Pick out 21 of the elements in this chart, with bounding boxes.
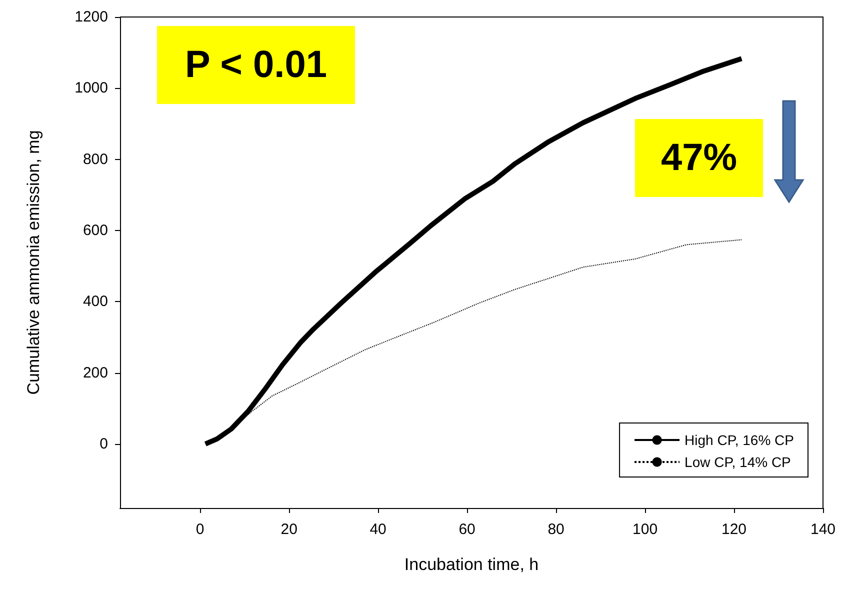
x-tick-label: 120 (721, 521, 747, 538)
y-tick-label: 200 (82, 364, 108, 382)
y-tick-label: 800 (82, 150, 108, 168)
x-tick-label: 140 (810, 521, 836, 538)
y-tick-label: 400 (82, 293, 108, 310)
x-axis-title: Incubation time, h (404, 555, 539, 574)
y-tick-label: 0 (100, 435, 108, 452)
legend-label: High CP, 16% CP (684, 432, 794, 448)
x-tick-label: 80 (548, 521, 564, 538)
y-axis-title: Cumulative ammonia emission, mg (24, 130, 43, 395)
annotation: 47% (660, 137, 738, 179)
x-tick-label: 60 (458, 521, 476, 538)
y-tick-label: 1000 (74, 80, 108, 97)
y-tick-label: 600 (82, 222, 108, 239)
x-tick-label: 100 (632, 521, 658, 538)
y-tick-label: 1200 (74, 8, 108, 26)
x-tick-label: 0 (196, 521, 204, 538)
annotation: P < 0.01 (185, 44, 327, 86)
legend-label: Low CP, 14% CP (684, 454, 791, 470)
x-tick-label: 20 (280, 521, 298, 538)
x-tick-label: 40 (370, 521, 386, 538)
